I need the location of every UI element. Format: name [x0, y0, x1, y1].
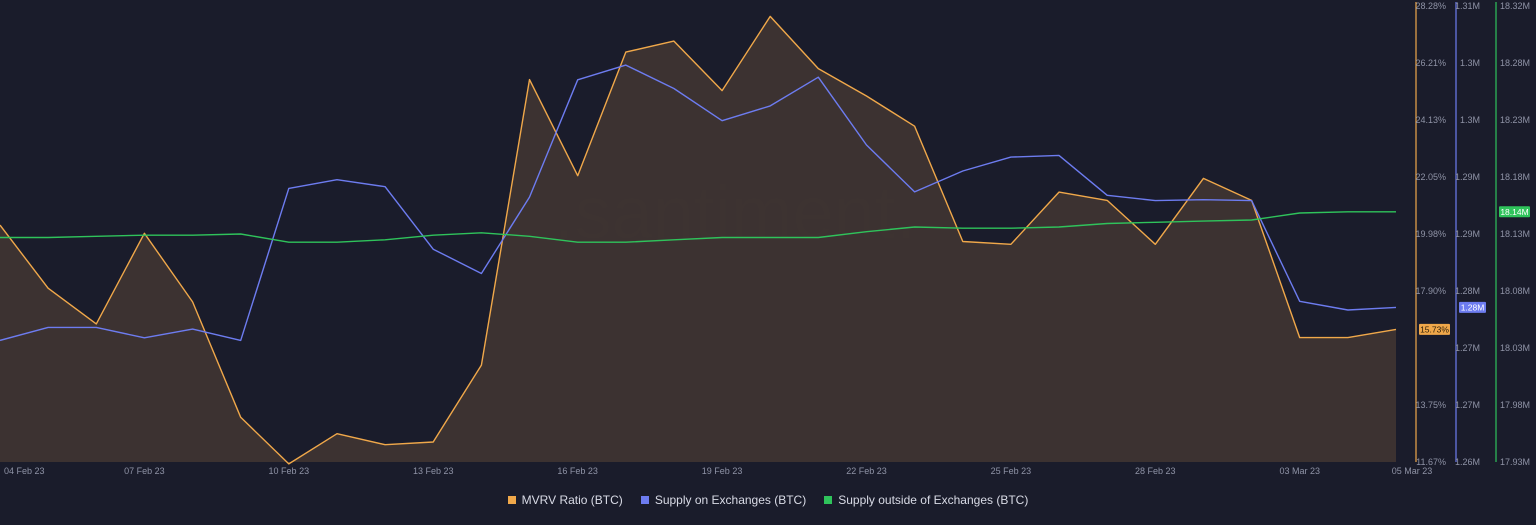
axis-tick-label-left-1: 26.21% — [1415, 58, 1446, 68]
axis-tick-label-right-1: 18.28M — [1500, 58, 1530, 68]
legend-item-supply-on-exchanges[interactable]: Supply on Exchanges (BTC) — [640, 493, 807, 507]
legend-label-mvrv: MVRV Ratio (BTC) — [521, 493, 623, 507]
axis-tick-label-right-4: 18.13M — [1500, 229, 1530, 239]
x-tick-label-6: 22 Feb 23 — [846, 466, 887, 476]
x-tick-label-8: 28 Feb 23 — [1135, 466, 1176, 476]
series-line-0 — [0, 15, 1397, 465]
axis-tick-label-middle-0: 1.31M — [1455, 1, 1480, 11]
axis-tick-label-right-2: 18.23M — [1500, 115, 1530, 125]
axis-tick-label-left-0: 28.28% — [1415, 1, 1446, 11]
axis-tick-label-right-7: 17.98M — [1500, 400, 1530, 410]
series-area-0 — [0, 16, 1396, 464]
axis-tick-label-middle-7: 1.27M — [1455, 400, 1480, 410]
axis-tick-label-left-6: 13.75% — [1415, 400, 1446, 410]
legend-item-supply-outside-exchanges[interactable]: Supply outside of Exchanges (BTC) — [824, 493, 1028, 507]
current-value-badge-0 — [1419, 323, 1450, 335]
legend-item-mvrv[interactable]: MVRV Ratio (BTC) — [507, 493, 623, 507]
axis-tick-label-right-3: 18.18M — [1500, 172, 1530, 182]
x-tick-label-3: 13 Feb 23 — [413, 466, 454, 476]
x-tick-label-1: 07 Feb 23 — [124, 466, 165, 476]
legend: MVRV Ratio (BTC) Supply on Exchanges (BT… — [0, 488, 1536, 512]
current-value-badge-1 — [1459, 301, 1486, 313]
axis-tick-label-middle-2: 1.3M — [1460, 115, 1480, 125]
axis-tick-label-middle-1: 1.3M — [1460, 58, 1480, 68]
series-line-1 — [0, 64, 1397, 342]
legend-swatch-supply-outside-exchanges — [824, 496, 833, 504]
current-value-label-2: 18.14M — [1500, 207, 1528, 217]
axis-tick-label-left-4: 19.98% — [1415, 229, 1446, 239]
axis-tick-label-left-3: 22.05% — [1415, 172, 1446, 182]
axis-tick-label-left-5: 17.90% — [1415, 286, 1446, 296]
axis-tick-label-middle-3: 1.29M — [1455, 172, 1480, 182]
x-tick-label-2: 10 Feb 23 — [269, 466, 310, 476]
current-value-label-0: 15.73% — [1420, 324, 1449, 334]
axis-tick-label-right-6: 18.03M — [1500, 343, 1530, 353]
axis-tick-label-right-5: 18.08M — [1500, 286, 1530, 296]
x-tick-label-7: 25 Feb 23 — [991, 466, 1032, 476]
legend-swatch-supply-on-exchanges — [640, 496, 649, 504]
axis-tick-label-middle-5: 1.28M — [1455, 286, 1480, 296]
axis-tick-label-right-8: 17.93M — [1500, 457, 1530, 467]
axis-tick-label-middle-8: 1.26M — [1455, 457, 1480, 467]
x-tick-label-4: 16 Feb 23 — [557, 466, 598, 476]
axis-tick-label-right-0: 18.32M — [1500, 1, 1530, 11]
current-value-label-1: 1.28M — [1461, 302, 1485, 312]
current-value-badge-2 — [1499, 206, 1530, 218]
x-tick-label-0: 04 Feb 23 — [4, 466, 45, 476]
series-line-2 — [0, 211, 1396, 243]
x-tick-label-9: 03 Mar 23 — [1279, 466, 1320, 476]
axis-tick-label-left-2: 24.13% — [1415, 115, 1446, 125]
legend-swatch-mvrv — [507, 496, 516, 504]
axis-tick-label-middle-6: 1.27M — [1455, 343, 1480, 353]
legend-label-supply-outside-exchanges: Supply outside of Exchanges (BTC) — [838, 493, 1029, 507]
axis-tick-label-left-7: 11.67% — [1416, 457, 1446, 467]
x-tick-label-10: 05 Mar 23 — [1392, 466, 1433, 476]
legend-label-supply-on-exchanges: Supply on Exchanges (BTC) — [654, 493, 807, 507]
x-tick-label-5: 19 Feb 23 — [702, 466, 743, 476]
axis-tick-label-middle-4: 1.29M — [1455, 229, 1480, 239]
